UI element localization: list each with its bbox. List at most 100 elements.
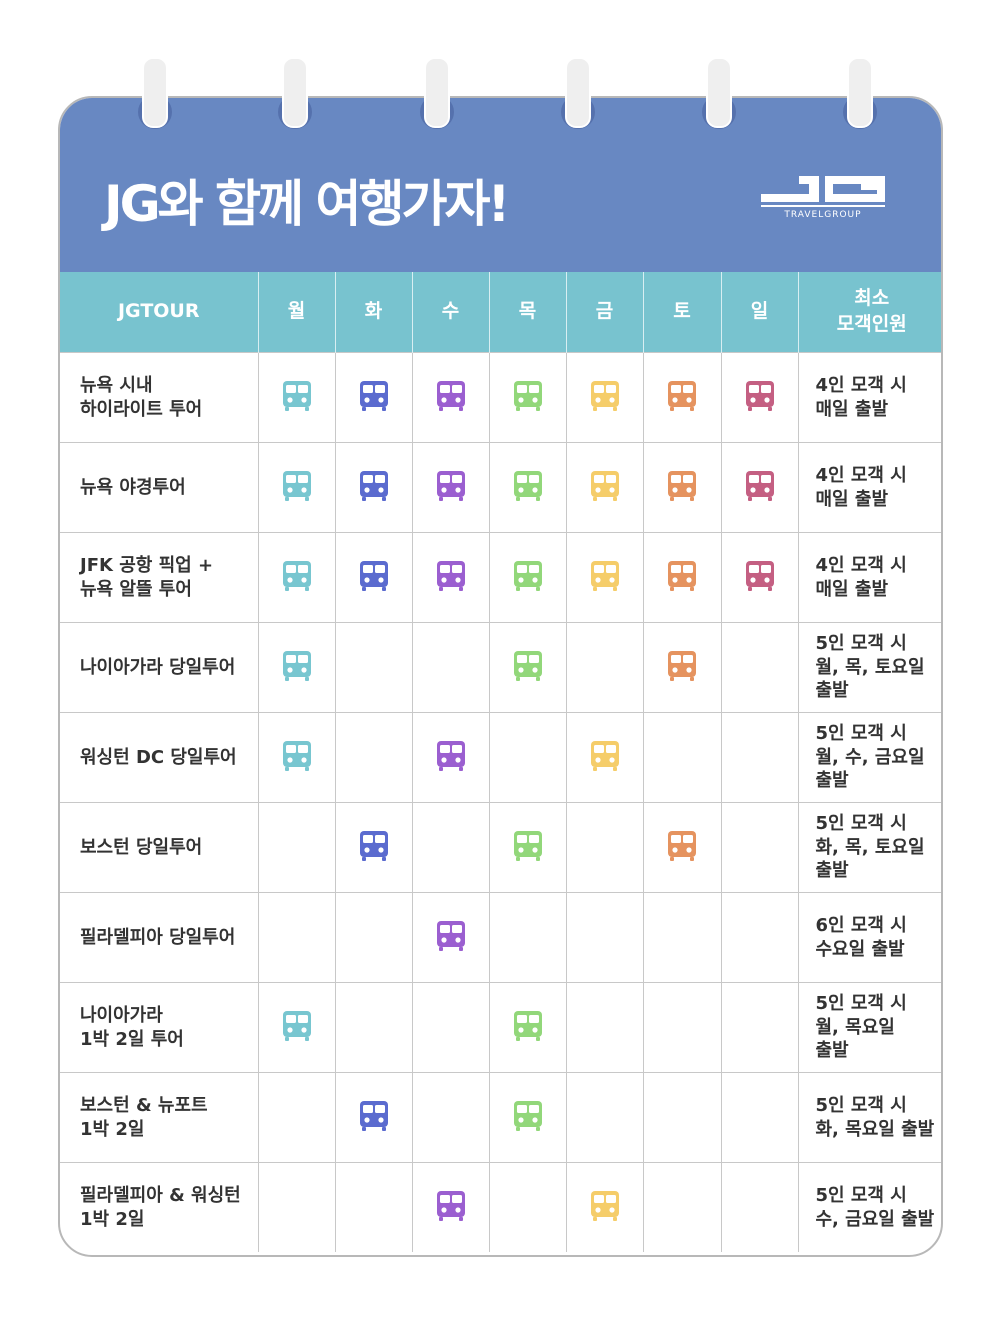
minimum-line: 매일 출발 (815, 488, 889, 510)
bus-icon (513, 1010, 543, 1042)
minimum-line: 매일 출발 (815, 578, 889, 600)
minimum-line: 월, 수, 금요일 (815, 746, 925, 768)
column-header: 목 (488, 272, 566, 353)
tour-name-line: 뉴욕 알뜰 투어 (80, 578, 192, 600)
minimum-participants: 5인 모객 시 월, 목요일 출발 (797, 982, 941, 1073)
day-cell (565, 802, 643, 893)
bus-icon (282, 740, 312, 772)
day-cell (642, 442, 721, 533)
day-cell (565, 532, 643, 623)
column-header: 수 (411, 272, 489, 353)
day-cell (411, 712, 489, 803)
day-cell (565, 712, 643, 803)
minimum-line: 월, 목, 토요일 (815, 656, 925, 678)
day-cell (720, 532, 798, 623)
minimum-participants: 6인 모객 시 수요일 출발 (797, 892, 941, 983)
tour-schedule-table: JGTOUR 월 화 수 목 금 토 일 최소 모객인원 뉴욕 시내 하이라이트 투어 4인 모객 시… (60, 272, 941, 1252)
binder-ring (843, 57, 877, 129)
tour-name-line: 뉴욕 야경투어 (80, 476, 186, 498)
bus-icon (282, 560, 312, 592)
minimum-line: 5인 모객 시 (815, 993, 907, 1015)
minimum-line: 4인 모객 시 (815, 555, 907, 577)
minimum-line: 화, 목, 토요일 (815, 836, 925, 858)
day-cell (720, 1072, 798, 1163)
bus-icon (590, 1190, 620, 1222)
day-cell (642, 622, 721, 713)
bus-icon (667, 380, 697, 412)
binder-ring (561, 57, 595, 129)
tour-name: 필라델피아 당일투어 (60, 892, 258, 983)
tour-name-line: 뉴욕 시내 (80, 375, 153, 397)
day-cell (411, 892, 489, 983)
minimum-line: 4인 모객 시 (815, 465, 907, 487)
minimum-line: 4인 모객 시 (815, 375, 907, 397)
bus-icon (745, 380, 775, 412)
day-cell (488, 442, 566, 533)
day-cell (488, 892, 566, 983)
day-cell (488, 352, 566, 443)
day-cell (334, 622, 412, 713)
minimum-line: 5인 모객 시 (815, 1095, 907, 1117)
minimum-line: 수, 금요일 출발 (815, 1208, 935, 1230)
bus-icon (513, 830, 543, 862)
calendar-header: JG와 함께 여행가자! TRAVELGROUP (60, 98, 941, 272)
tour-name: 나이아가라 1박 2일 투어 (60, 982, 258, 1073)
bus-icon (590, 560, 620, 592)
day-cell (642, 532, 721, 623)
day-cell (411, 352, 489, 443)
jg-travelgroup-logo: TRAVELGROUP (761, 176, 885, 220)
day-cell (257, 712, 335, 803)
bus-icon (359, 560, 389, 592)
day-cell (642, 352, 721, 443)
tour-name-line: 보스턴 당일투어 (80, 836, 203, 858)
tour-name: JFK 공항 픽업 + 뉴욕 알뜰 투어 (60, 532, 258, 623)
bus-icon (513, 650, 543, 682)
day-cell (720, 802, 798, 893)
table-row: 필라델피아 & 워싱턴 1박 2일 5인 모객 시 수, 금요일 출발 (60, 1162, 941, 1252)
binder-ring (702, 57, 736, 129)
table-row: 워싱턴 DC 당일투어 5인 모객 시 월, 수, 금요일 출발 (60, 712, 941, 803)
minimum-participants: 5인 모객 시 화, 목, 토요일 출발 (797, 802, 941, 893)
day-cell (257, 982, 335, 1073)
day-cell (488, 982, 566, 1073)
minimum-participants: 5인 모객 시 화, 목요일 출발 (797, 1072, 941, 1163)
day-cell (720, 622, 798, 713)
minimum-participants: 5인 모객 시 월, 수, 금요일 출발 (797, 712, 941, 803)
binder-ring (420, 57, 454, 129)
day-cell (720, 1162, 798, 1252)
day-cell (565, 892, 643, 983)
bus-icon (359, 380, 389, 412)
day-cell (642, 1162, 721, 1252)
bus-icon (436, 740, 466, 772)
bus-icon (667, 650, 697, 682)
tour-name-line: 1박 2일 (80, 1118, 145, 1140)
table-row: 필라델피아 당일투어 6인 모객 시 수요일 출발 (60, 892, 941, 983)
day-cell (565, 982, 643, 1073)
table-row: 나이아가라 당일투어 5인 모객 시 월, 목, 토요일 출발 (60, 622, 941, 713)
day-cell (334, 892, 412, 983)
day-cell (257, 352, 335, 443)
column-header: JGTOUR (60, 272, 258, 353)
minimum-line: 월, 목요일 (815, 1016, 895, 1038)
tour-name-line: 나이아가라 (80, 1005, 163, 1027)
tour-calendar-card: JG와 함께 여행가자! TRAVELGROUP JGTOUR 월 화 수 목 금 토 일 최소… (58, 96, 943, 1257)
bus-icon (282, 1010, 312, 1042)
column-header: 월 (257, 272, 335, 353)
column-header: 일 (720, 272, 798, 353)
bus-icon (282, 470, 312, 502)
tour-name-line: 워싱턴 DC 당일투어 (80, 746, 237, 768)
minimum-participants: 4인 모객 시 매일 출발 (797, 442, 941, 533)
table-row: 나이아가라 1박 2일 투어 5인 모객 시 월, 목요일 출발 (60, 982, 941, 1073)
day-cell (257, 892, 335, 983)
day-cell (257, 622, 335, 713)
tour-name: 보스턴 & 뉴포트 1박 2일 (60, 1072, 258, 1163)
day-cell (642, 1072, 721, 1163)
tour-name-line: 나이아가라 당일투어 (80, 656, 236, 678)
minimum-line: 6인 모객 시 (815, 915, 907, 937)
day-cell (334, 532, 412, 623)
bus-icon (590, 470, 620, 502)
minimum-participants: 5인 모객 시 월, 목, 토요일 출발 (797, 622, 941, 713)
minimum-participants: 4인 모객 시 매일 출발 (797, 352, 941, 443)
bus-icon (282, 650, 312, 682)
bus-icon (667, 470, 697, 502)
